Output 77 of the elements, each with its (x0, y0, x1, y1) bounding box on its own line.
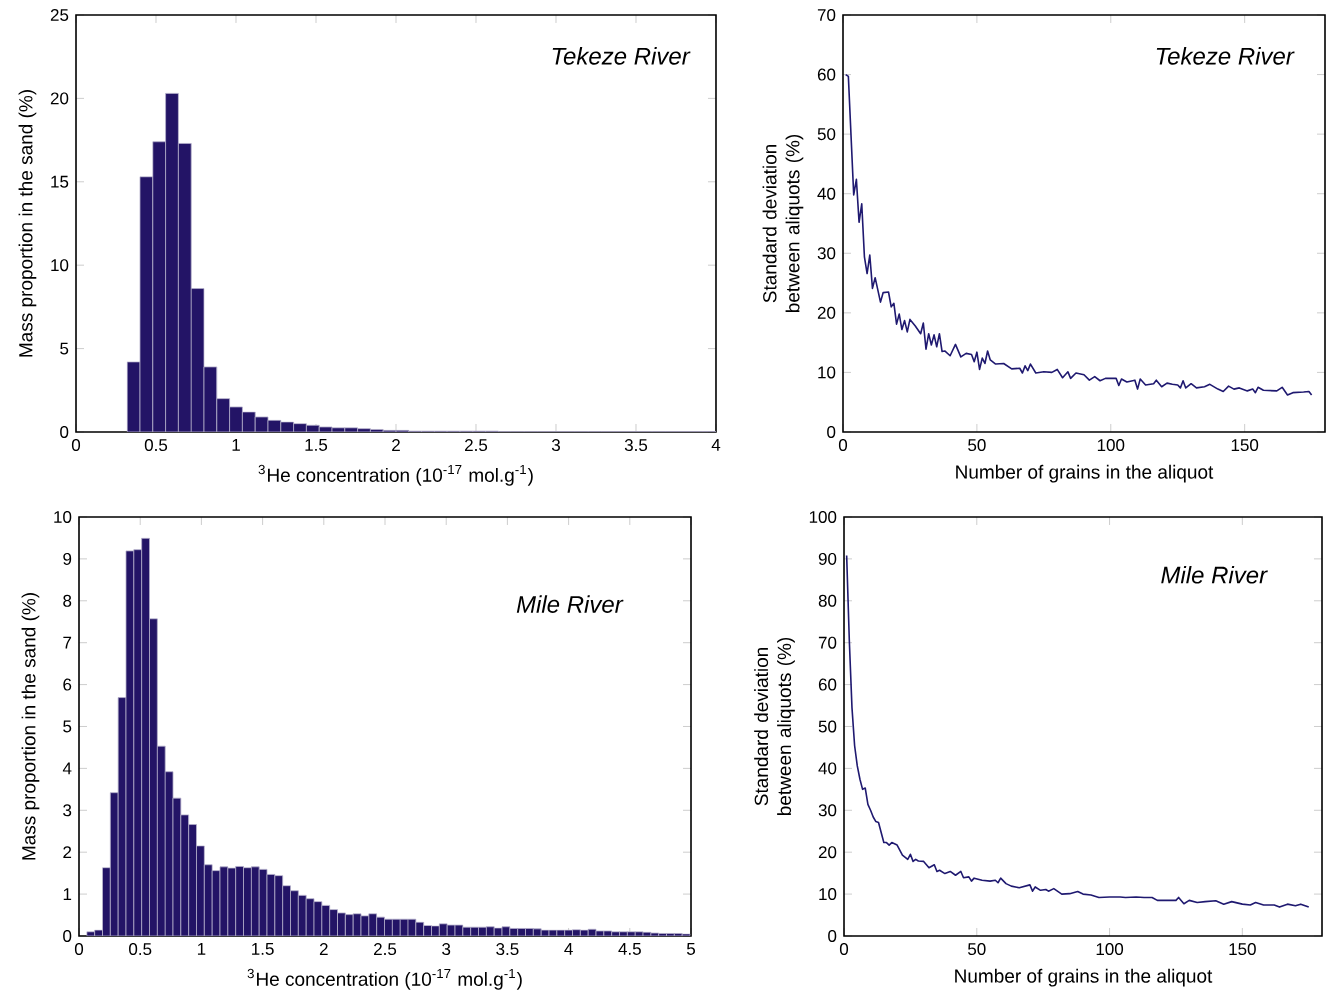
y-tick-label: 3 (63, 804, 72, 817)
y-tick-label: 1 (63, 888, 72, 900)
x-tick-label: 0 (74, 943, 84, 956)
x-tick-label: 50 (968, 943, 986, 956)
y-axis-title: Mass proportion in the sand (%) (21, 593, 40, 860)
y-tick-label: 10 (819, 888, 837, 901)
x-tick-label: 2.5 (465, 439, 488, 452)
x-tick-label: 1.5 (252, 943, 274, 955)
x-tick-label: 150 (1231, 439, 1259, 452)
annotation: Mile River (516, 595, 624, 613)
x-tick-label: 4 (711, 439, 721, 451)
annotation: Mile River (1161, 565, 1268, 584)
y-tick-label: 30 (818, 804, 837, 817)
y-tick-label: 0 (63, 929, 72, 942)
y-tick-label: 80 (818, 594, 837, 607)
x-tick-label: 3 (551, 439, 560, 452)
y-tick-label: 2 (63, 846, 72, 859)
y-axis-title: Mass proportion in the sand (%) (18, 90, 37, 357)
y-tick-label: 20 (817, 306, 836, 319)
y-tick-label: 7 (63, 636, 72, 649)
y-tick-label: 10 (54, 510, 72, 523)
y-tick-label: 9 (63, 552, 72, 565)
x-axis-title: Number of grains in the aliquot (956, 464, 1214, 483)
y-tick-label: 50 (817, 128, 836, 141)
annotation: Tekeze River (1156, 47, 1295, 65)
y-tick-label: 20 (50, 92, 69, 105)
x-tick-label: 2 (319, 943, 328, 955)
x-tick-label: 3.5 (624, 439, 648, 452)
y-tick-label: 15 (51, 175, 69, 188)
x-axis-title: $^{3}$He concentration (10$^{-17}$ mol.g$^{-1}$) (258, 464, 533, 486)
y-tick-label: 10 (818, 366, 836, 379)
y-tick-label: 20 (818, 846, 837, 859)
x-tick-label: 1 (197, 943, 206, 955)
y-tick-label: 10 (51, 259, 69, 272)
y-tick-label: 40 (818, 762, 837, 775)
y-tick-label: 40 (817, 187, 836, 200)
x-tick-label: 50 (968, 439, 986, 452)
x-tick-label: 3 (442, 943, 451, 956)
x-tick-label: 100 (1097, 439, 1125, 452)
x-tick-label: 0 (839, 943, 849, 956)
x-tick-label: 1.5 (305, 439, 328, 451)
x-axis-title: Number of grains in the aliquot (955, 968, 1213, 987)
x-tick-label: 2.5 (374, 943, 397, 956)
x-tick-label: 0.5 (144, 439, 168, 452)
y-tick-label: 0 (60, 425, 69, 438)
x-axis-title: $^{3}$He concentration (10$^{-17}$ mol.g$^{-1}$) (247, 968, 522, 990)
x-tick-label: 0 (838, 439, 848, 452)
x-tick-label: 100 (1096, 943, 1124, 956)
x-tick-label: 2 (392, 439, 400, 451)
y-tick-label: 5 (60, 342, 69, 355)
y-tick-label: 4 (62, 762, 72, 775)
y-tick-label: 8 (63, 594, 72, 607)
y-tick-label: 60 (818, 678, 837, 691)
y-tick-label: 70 (818, 636, 837, 649)
x-tick-label: 5 (686, 943, 696, 955)
x-tick-label: 0.5 (129, 943, 152, 956)
x-tick-label: 1 (232, 439, 240, 451)
annotation: Tekeze River (552, 47, 691, 65)
x-tick-label: 3.5 (496, 943, 519, 956)
y-tick-label: 0 (827, 425, 836, 438)
y-tick-label: 70 (817, 8, 836, 21)
y-tick-label: 100 (809, 510, 837, 523)
x-tick-label: 150 (1229, 943, 1256, 956)
x-tick-label: 4 (564, 943, 573, 955)
y-axis-title: Standard deviation between aliquots (%) (754, 637, 795, 816)
y-axis-title: Standard deviation between aliquots (%) (762, 134, 804, 313)
y-tick-label: 60 (817, 68, 836, 81)
y-tick-label: 50 (818, 720, 837, 733)
y-tick-label: 5 (63, 720, 72, 733)
y-tick-label: 6 (63, 678, 72, 691)
y-tick-label: 25 (50, 8, 69, 21)
x-tick-label: 0 (71, 439, 81, 452)
y-tick-label: 0 (828, 929, 837, 942)
y-tick-label: 90 (818, 552, 837, 565)
line-series (844, 73, 1313, 396)
y-tick-label: 30 (817, 247, 836, 260)
x-tick-label: 4.5 (618, 943, 641, 955)
